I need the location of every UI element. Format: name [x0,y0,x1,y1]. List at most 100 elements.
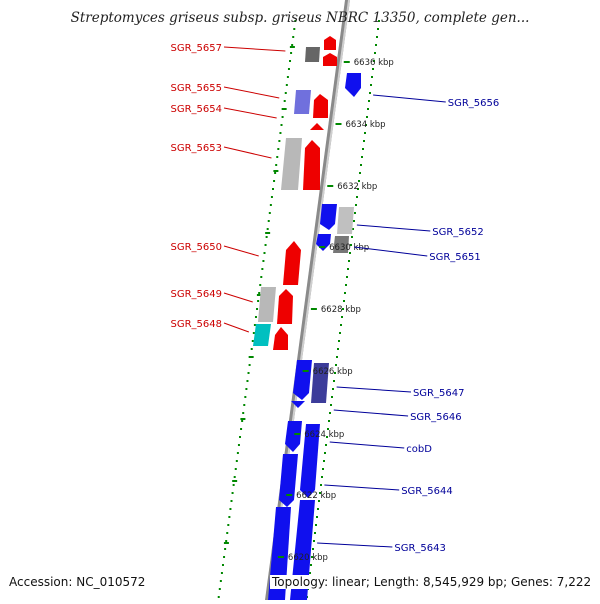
gene-label[interactable]: SGR_5655 [171,83,223,94]
gene-label[interactable]: cobD [406,444,432,455]
guide-dot [274,172,277,174]
guide-dot [358,180,360,182]
guide-dot [232,484,235,486]
gene-label[interactable]: SGR_5652 [432,227,484,238]
guide-dot [271,188,274,190]
guide-dot [234,468,237,470]
gene-feature-sgr5651[interactable] [333,236,349,253]
gene-label[interactable]: SGR_5648 [171,319,223,330]
gene-feature-sgr5652[interactable] [337,207,354,234]
guide-dot [285,84,288,86]
gene-feature-sgr5653-gray[interactable] [281,138,302,190]
gene-label[interactable]: SGR_5656 [448,98,500,109]
gene-label[interactable]: SGR_5649 [171,289,223,300]
guide-dot [312,548,314,550]
gene-label[interactable]: SGR_5644 [401,486,453,497]
guide-dot [229,508,232,510]
gene-feature-sgr5654-a[interactable] [313,94,328,118]
gene-feature-sgr5648[interactable] [273,327,288,350]
guide-dot [377,28,379,30]
guide-dot [376,36,378,38]
guide-dot [324,452,326,454]
guide-dot [375,44,377,46]
guide-dot [270,196,273,198]
guide-dot [244,396,247,398]
guide-dot [254,316,257,318]
gene-feature-sgr5644[interactable] [279,454,298,507]
gene-label-leader [223,46,286,52]
guide-dot [267,220,270,222]
gene-feature-sgr5647[interactable] [311,363,329,403]
guide-dot [347,268,349,270]
gene-label-leader [223,292,253,303]
gene-feature-sgr5657-gray[interactable] [305,47,320,62]
gene-feature-sgr5653[interactable] [303,140,320,190]
guide-dot [351,236,353,238]
guide-dot [321,476,323,478]
guide-dash [256,294,262,296]
gene-feature-sgr5649-gray[interactable] [258,287,276,322]
guide-dot [227,524,230,526]
guide-dot [290,52,293,54]
guide-dot [329,412,331,414]
guide-dot [276,156,279,158]
guide-dot [253,324,256,326]
gene-label[interactable]: SGR_5646 [410,412,462,423]
gene-label[interactable]: SGR_5653 [171,143,223,154]
gene-feature-sgr5647-blue[interactable] [293,360,312,400]
gene-feature-sgr5649[interactable] [277,289,293,324]
guide-dot [340,324,342,326]
guide-dot [322,468,324,470]
gene-feature-sgr5648-cyan[interactable] [253,324,271,346]
guide-dot [318,500,320,502]
guide-dot [283,100,286,102]
guide-dot [319,492,321,494]
guide-dot [289,60,292,62]
scale-tick-label: 6622 kbp [296,491,336,501]
guide-dot [221,564,224,566]
gene-feature-sgr5655[interactable] [294,90,311,114]
guide-dot [261,268,264,270]
right-dotted-guide [306,20,380,598]
gene-feature-sgr5654[interactable] [310,123,324,130]
guide-dot [224,548,227,550]
gene-feature-sgr5644-a[interactable] [300,424,320,498]
genome-summary: Topology: linear; Length: 8,545,929 bp; … [270,575,594,589]
guide-dot [265,236,268,238]
guide-dot [327,428,329,430]
guide-dot [239,436,242,438]
gene-label[interactable]: SGR_5647 [413,388,465,399]
guide-dot [269,204,272,206]
guide-dot [315,524,317,526]
gene-label[interactable]: SGR_5654 [171,104,223,115]
gene-feature-sgr5657[interactable] [324,36,336,50]
gene-label[interactable]: SGR_5651 [429,252,481,263]
gene-feature-sgr5657-b[interactable] [323,53,337,66]
guide-dot [258,292,261,294]
gene-label-leader [223,322,250,333]
guide-dot [350,244,352,246]
gene-feature-sgr5650[interactable] [283,241,301,285]
guide-dot [326,436,328,438]
gene-label-leader [373,94,446,103]
guide-dot [313,540,315,542]
gene-label-leader [333,409,409,417]
guide-dot [241,420,244,422]
guide-dot [240,428,243,430]
right-gene-labels: SGR_5656 SGR_5652 SGR_5651 SGR_5647 SGR_5646… [317,94,500,554]
guide-dot [226,532,229,534]
guide-dot [242,412,245,414]
scale-tick-label: 6624 kbp [304,430,344,440]
gene-feature-sgr5656[interactable] [345,73,361,97]
gene-label[interactable]: SGR_5650 [171,242,223,253]
genome-title: Streptomyces griseus subsp. griseus NBRC… [70,10,530,26]
gene-label[interactable]: SGR_5643 [394,543,446,554]
guide-dot [263,252,266,254]
gene-label[interactable]: SGR_5657 [171,43,223,54]
gene-feature-sgr5652-blue[interactable] [320,204,337,230]
gene-feature-cobd[interactable] [285,421,302,452]
guide-dot [223,556,226,558]
gene-feature-sgr5646[interactable] [291,401,305,408]
guide-dot [325,444,327,446]
